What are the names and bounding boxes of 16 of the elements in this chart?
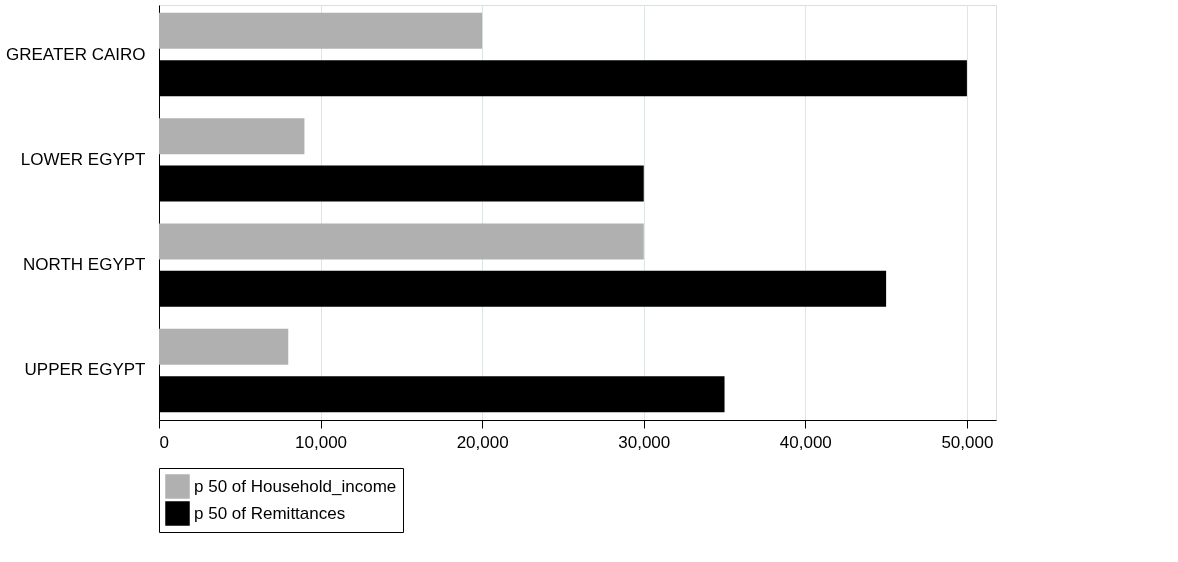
x-tick-label: 20,000 (456, 432, 509, 452)
legend-label: p 50 of Remittances (194, 503, 346, 523)
x-tick-label: 10,000 (295, 432, 348, 452)
bar (159, 12, 483, 49)
x-tick-label: 40,000 (779, 432, 832, 452)
x-tick-label: 30,000 (618, 432, 671, 452)
x-tick-label: 0 (159, 432, 169, 452)
x-tick-label: 50,000 (941, 432, 994, 452)
y-tick-label: LOWER EGYPT (20, 149, 146, 169)
bar (159, 328, 289, 365)
legend-label: p 50 of Household_income (194, 476, 397, 496)
y-tick-label: NORTH EGYPT (23, 255, 146, 275)
y-tick-label: GREATER CAIRO (6, 44, 146, 64)
bar (159, 223, 644, 260)
y-tick-label: UPPER EGYPT (24, 360, 146, 380)
bar (159, 118, 305, 155)
